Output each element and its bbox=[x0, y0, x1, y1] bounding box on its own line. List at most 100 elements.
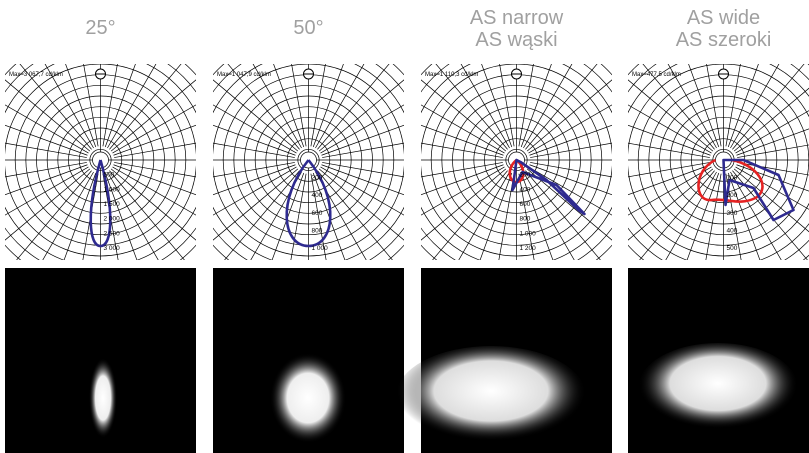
grid-spoke bbox=[109, 64, 182, 150]
column-title: 50° bbox=[293, 17, 323, 39]
grid-spoke bbox=[102, 64, 118, 147]
grid-spoke bbox=[730, 64, 780, 149]
grid-spoke bbox=[526, 79, 612, 152]
grid-spoke bbox=[213, 164, 296, 196]
distribution-curve bbox=[89, 159, 112, 248]
scale-label: 100 bbox=[727, 175, 738, 182]
grid-spoke bbox=[213, 79, 299, 152]
grid-spoke bbox=[518, 173, 535, 260]
grid-spoke bbox=[523, 171, 575, 260]
polar-diagram bbox=[628, 64, 809, 260]
grid-spoke bbox=[312, 64, 344, 148]
grid-spoke bbox=[520, 64, 552, 148]
grid-spoke bbox=[5, 124, 88, 156]
grid-spoke bbox=[725, 64, 741, 147]
grid-spoke bbox=[291, 64, 307, 147]
grid-spoke bbox=[733, 87, 809, 152]
grid-spoke bbox=[481, 64, 513, 148]
column-title: 25° bbox=[85, 17, 115, 39]
grid-spoke bbox=[271, 172, 305, 260]
grid-spoke bbox=[421, 79, 507, 152]
scale-label: 200 bbox=[520, 172, 531, 179]
scale-label: 1 000 bbox=[312, 245, 329, 252]
column: 25° Max=3 067,7 cd/klm 500 1 000 1 500 2 000 2… bbox=[5, 17, 196, 453]
distribution-curve bbox=[722, 158, 795, 222]
grid-spoke bbox=[736, 128, 809, 156]
light-spot bbox=[396, 346, 586, 446]
grid-spoke bbox=[628, 104, 712, 154]
grid-spoke bbox=[498, 173, 515, 260]
scale-label: 600 bbox=[312, 210, 323, 217]
grid-spoke bbox=[63, 172, 97, 260]
column: 50° Max=1 047,9 cd/klm 200 400 600 800 1 000 bbox=[213, 17, 404, 453]
grid-spoke bbox=[213, 142, 295, 158]
grid-spoke bbox=[213, 166, 297, 216]
grid-spoke bbox=[421, 124, 504, 156]
polar-diagram bbox=[421, 64, 612, 260]
grid-spoke bbox=[5, 79, 91, 152]
grid-spoke bbox=[529, 124, 612, 156]
max-label: Max=1 110,3 cd/klm bbox=[425, 72, 478, 78]
grid-spoke bbox=[421, 164, 504, 196]
scale-label: 800 bbox=[312, 227, 323, 234]
grid-spoke bbox=[528, 166, 612, 216]
scale-label: 3 000 bbox=[104, 245, 121, 252]
grid-spoke bbox=[107, 64, 157, 149]
scale-label: 300 bbox=[727, 210, 738, 217]
grid-spoke bbox=[732, 64, 805, 150]
grid-spoke bbox=[421, 142, 503, 158]
grid-spoke bbox=[727, 64, 759, 148]
grid-spoke bbox=[312, 172, 346, 260]
grid-spoke bbox=[530, 142, 612, 158]
grid-spoke bbox=[5, 142, 87, 158]
grid-spoke bbox=[523, 64, 573, 149]
grid-spoke bbox=[19, 64, 92, 150]
column-title: AS narrow bbox=[470, 7, 564, 29]
grid-spoke bbox=[628, 124, 711, 156]
grid-spoke bbox=[730, 171, 782, 260]
scale-label: 2 500 bbox=[104, 230, 121, 237]
scale-label: 400 bbox=[312, 192, 323, 199]
grid-spoke bbox=[642, 64, 715, 150]
grid-spoke bbox=[113, 164, 196, 196]
max-label: Max=1 047,9 cd/klm bbox=[217, 72, 271, 78]
grid-spoke bbox=[705, 173, 722, 260]
scale-label: 800 bbox=[520, 216, 531, 223]
grid-spoke bbox=[112, 166, 196, 216]
column-title: AS wide bbox=[687, 7, 760, 29]
grid-spoke bbox=[525, 170, 601, 260]
grid-spoke bbox=[273, 64, 305, 148]
grid-spoke bbox=[114, 162, 196, 178]
light-spot bbox=[638, 343, 798, 433]
grid-spoke bbox=[526, 168, 612, 241]
grid-spoke bbox=[528, 104, 612, 154]
grid-spoke bbox=[686, 172, 720, 260]
grid-spoke bbox=[213, 104, 297, 154]
grid-spoke bbox=[321, 124, 404, 156]
grid-spoke bbox=[735, 166, 809, 210]
grid-spoke bbox=[520, 172, 554, 260]
grid-spoke bbox=[458, 171, 510, 260]
polar-diagram bbox=[213, 64, 404, 260]
grid-spoke bbox=[44, 64, 94, 149]
scale-label: 500 bbox=[727, 245, 738, 252]
scale-label: 600 bbox=[520, 201, 531, 208]
grid-spoke bbox=[628, 166, 712, 216]
grid-spoke bbox=[736, 164, 809, 192]
grid-spoke bbox=[322, 142, 404, 158]
grid-spoke bbox=[290, 173, 307, 260]
scale-label: 400 bbox=[727, 227, 738, 234]
grid-spoke bbox=[321, 164, 404, 196]
grid-spoke bbox=[421, 104, 505, 154]
grid-spoke bbox=[421, 166, 505, 216]
grid-spoke bbox=[16, 170, 92, 260]
grid-spoke bbox=[318, 168, 404, 241]
grid-spoke bbox=[213, 124, 296, 156]
grid-spoke bbox=[628, 168, 714, 241]
grid-spoke bbox=[688, 64, 720, 148]
scale-label: 400 bbox=[520, 186, 531, 193]
scale-label: 2 000 bbox=[104, 216, 121, 223]
grid-spoke bbox=[104, 64, 136, 148]
grid-spoke bbox=[114, 142, 196, 158]
